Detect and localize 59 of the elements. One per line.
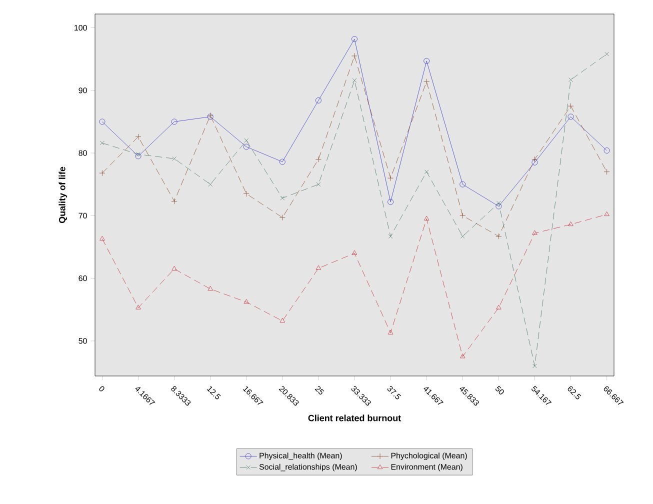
point [568, 103, 574, 110]
point [100, 236, 105, 240]
point [460, 234, 465, 239]
point [496, 203, 502, 210]
point [136, 304, 141, 310]
point [424, 170, 429, 174]
point [316, 182, 321, 187]
point [388, 175, 394, 182]
point [315, 97, 322, 104]
point [604, 52, 609, 56]
point [460, 181, 466, 188]
point [532, 156, 538, 162]
point [532, 159, 538, 166]
point [604, 148, 610, 154]
point [280, 318, 286, 322]
point [135, 153, 142, 160]
point [604, 168, 610, 175]
point [99, 118, 106, 125]
point [424, 78, 430, 85]
point [460, 212, 466, 219]
point [279, 158, 286, 165]
point [244, 138, 249, 143]
point [388, 330, 394, 334]
point [496, 304, 502, 310]
x-axis-title: Client related burnout [308, 414, 401, 422]
point [352, 250, 358, 255]
point [532, 364, 537, 368]
point [532, 230, 538, 235]
point [388, 198, 394, 205]
point [460, 354, 466, 358]
y-axis-title: Quality of life [58, 166, 68, 224]
point [424, 58, 430, 64]
point [604, 211, 610, 216]
point [352, 78, 357, 83]
point [172, 156, 176, 161]
point [135, 134, 142, 140]
point [136, 152, 140, 156]
point [424, 216, 430, 220]
point [568, 221, 574, 226]
point [243, 144, 250, 150]
point [316, 265, 322, 270]
point [388, 234, 393, 239]
point [99, 170, 106, 176]
point [352, 52, 358, 59]
point [171, 118, 178, 125]
point [244, 299, 249, 304]
point [279, 214, 286, 221]
point [568, 114, 574, 120]
point [208, 182, 213, 187]
point [243, 190, 250, 197]
point [100, 140, 104, 146]
point [171, 198, 178, 204]
point [172, 266, 177, 270]
point [496, 200, 501, 206]
point [280, 196, 285, 200]
point [352, 36, 358, 42]
point [208, 286, 213, 291]
point [496, 233, 502, 240]
point [315, 156, 322, 162]
